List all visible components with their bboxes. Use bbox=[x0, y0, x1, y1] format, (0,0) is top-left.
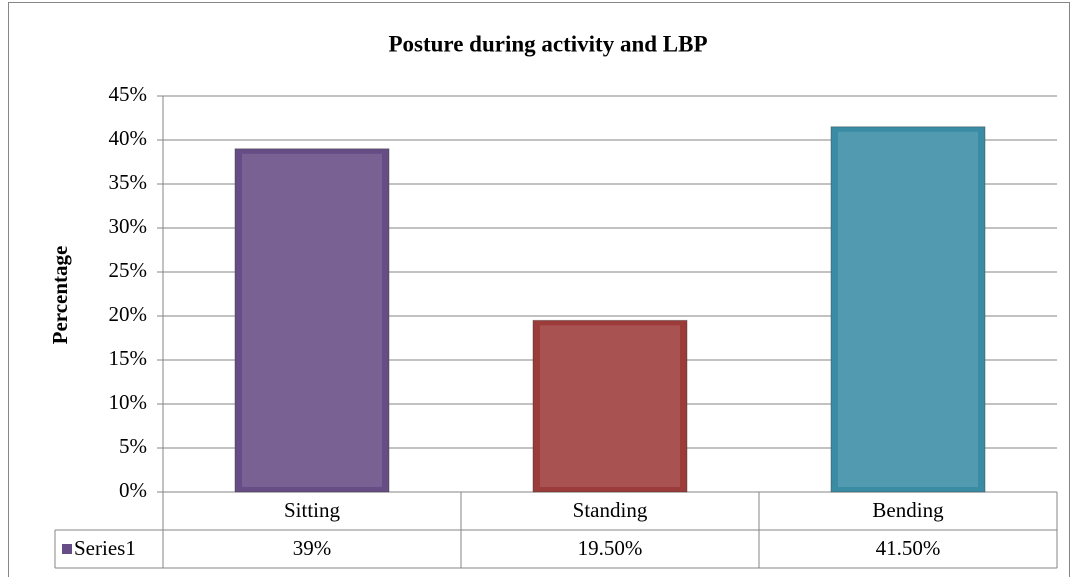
bar bbox=[830, 126, 986, 493]
y-tick-label: 25% bbox=[109, 258, 148, 282]
x-tick-label: Standing bbox=[573, 498, 648, 522]
table-value: 39% bbox=[293, 536, 332, 560]
y-tick-label: 0% bbox=[119, 478, 147, 502]
table-value: 19.50% bbox=[578, 536, 643, 560]
y-tick-label: 35% bbox=[109, 170, 148, 194]
table-value: 41.50% bbox=[876, 536, 941, 560]
legend-marker bbox=[62, 544, 72, 554]
y-tick-label: 5% bbox=[119, 434, 147, 458]
x-tick-label: Sitting bbox=[284, 498, 341, 522]
y-axis-title: Percentage bbox=[48, 246, 72, 345]
bar-shine bbox=[838, 131, 978, 488]
y-tick-label: 45% bbox=[109, 82, 148, 106]
y-tick-label: 40% bbox=[109, 126, 148, 150]
y-tick-label: 20% bbox=[109, 302, 148, 326]
chart-title: Posture during activity and LBP bbox=[388, 31, 707, 56]
y-tick-label: 30% bbox=[109, 214, 148, 238]
y-tick-label: 10% bbox=[109, 390, 148, 414]
x-tick-label: Bending bbox=[872, 498, 944, 522]
legend-label: Series1 bbox=[74, 536, 136, 560]
y-tick-label: 15% bbox=[109, 346, 148, 370]
bar bbox=[532, 319, 688, 493]
bar-shine bbox=[540, 325, 680, 487]
bar-shine bbox=[242, 153, 382, 488]
bar bbox=[234, 148, 390, 493]
